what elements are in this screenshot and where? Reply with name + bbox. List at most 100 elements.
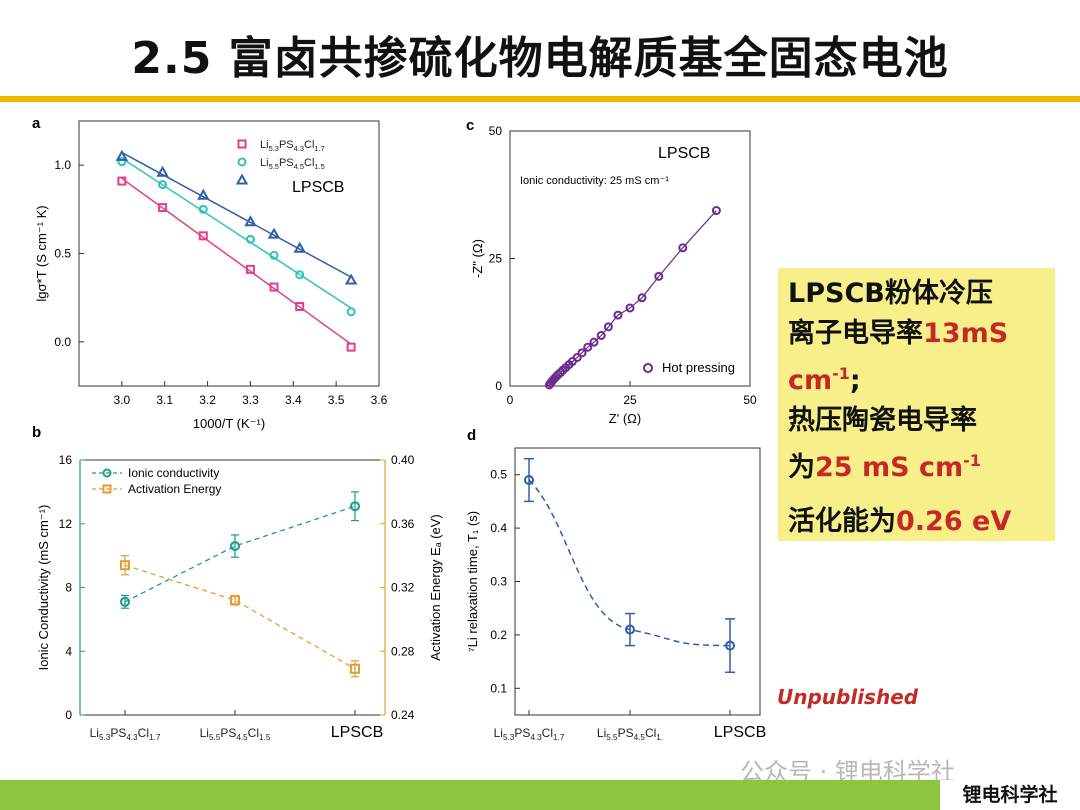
- x-tick-label-part: PS: [618, 726, 634, 740]
- data-point: [637, 293, 647, 303]
- y-right-tick-label: 0.40: [391, 453, 415, 467]
- data-point: [725, 640, 735, 651]
- annotation-conductivity: Ionic conductivity: 25 mS cm⁻¹: [520, 175, 669, 187]
- plot-frame: [514, 447, 761, 716]
- legend-label-part: Li: [260, 157, 269, 169]
- legend-label-part: Cl: [304, 157, 314, 169]
- x-tick-label: 3.4: [285, 393, 302, 407]
- x-tick-label: Li5.3PS4.3Cl1.7: [494, 726, 565, 742]
- data-point: [156, 165, 169, 177]
- legend-label: Li5.3PS4.3Cl1.7: [260, 139, 325, 153]
- data-point: [269, 250, 279, 260]
- y-tick-label: 0.3: [490, 575, 507, 589]
- y-right-tick-label: 0.32: [391, 581, 415, 595]
- legend-label-part: PS: [279, 139, 294, 151]
- x-tick-label: 3.2: [199, 393, 216, 407]
- data-point: [625, 303, 635, 313]
- y-tick-label: 1.0: [54, 158, 71, 172]
- data-point: [350, 663, 360, 674]
- x-tick-label-part: 1.5: [259, 733, 271, 742]
- legend-label-part: Li: [260, 139, 269, 151]
- x-tick-label-part: Cl: [248, 726, 259, 740]
- data-point: [120, 596, 130, 607]
- x-tick-label: 3.1: [156, 393, 173, 407]
- y-tick-label: 0: [495, 379, 502, 393]
- y-tick-label: 16: [59, 453, 73, 467]
- footer-bar: [0, 780, 940, 810]
- data-point: [198, 204, 208, 214]
- x-tick-label: 0: [507, 393, 514, 407]
- y-tick-label: 0.5: [490, 468, 507, 482]
- legend-label: Li5.5PS4.5Cl1.5: [260, 157, 325, 171]
- y-tick-label: 0: [65, 708, 72, 722]
- data-point: [267, 227, 281, 239]
- series-line: [124, 564, 356, 670]
- data-point: [269, 282, 279, 292]
- data-point: [198, 231, 208, 241]
- data-point: [577, 348, 587, 358]
- chart-panel-b: b 0 4 8 12 16 0.24 0.28 0.32 0.36 0.40 Li5.3PS4.3Cl…: [30, 424, 450, 755]
- x-tick-label: 3.6: [371, 393, 388, 407]
- callout-text: 离子电导率: [788, 318, 923, 349]
- data-point: [158, 203, 168, 213]
- series-line: [528, 479, 731, 647]
- fit-line: [121, 151, 352, 278]
- x-tick-label: Li5.5PS4.5Cl1.: [597, 726, 663, 742]
- legend-marker: [237, 139, 247, 149]
- callout-line-2: 离子电导率13mS: [788, 314, 1045, 354]
- x-tick-label: 3.5: [328, 393, 345, 407]
- x-tick-label-part: PS: [514, 726, 530, 740]
- y-axis-label: lgσ*T (S cm⁻¹ K): [34, 205, 49, 301]
- x-tick-label-part: Cl: [645, 726, 656, 740]
- y-tick-label: 0.5: [54, 247, 71, 261]
- legend-label-part: PS: [279, 157, 294, 169]
- data-point: [295, 270, 305, 280]
- data-point: [295, 302, 305, 311]
- x-tick-label: LPSCB: [714, 724, 766, 741]
- data-point: [344, 273, 358, 285]
- callout-highlight: 25 mS cm: [815, 452, 964, 483]
- callout-text: 活化能为: [788, 506, 896, 537]
- x-tick-label-part: 4.5: [236, 733, 248, 742]
- annotation-lpscb: LPSCB: [658, 145, 710, 162]
- chart-a-svg: a 3.0 3.1 3.2 3.3 3.4 3.5 3.6 0.0 0.5 1.0 1000/T (K…: [32, 115, 388, 431]
- x-tick-label-part: 1.7: [553, 733, 565, 742]
- callout-text: 热压陶瓷电导率: [788, 405, 977, 436]
- x-tick-label-part: Cl: [138, 726, 149, 740]
- callout-line-4: 热压陶瓷电导率: [788, 401, 1045, 441]
- x-tick-label: LPSCB: [331, 724, 383, 741]
- chart-c-svg: c 0 25 50 0 25 50 Z' (Ω) -Z" (Ω) LPSCB Ionic condu…: [466, 117, 757, 426]
- data-point: [115, 149, 129, 161]
- y-axis-label: ⁷Li relaxation time, T₁ (s): [465, 511, 480, 652]
- callout-line-5: 为25 mS cm-1: [788, 441, 1045, 488]
- y-tick-label: 25: [489, 252, 503, 266]
- callout-highlight-sup: -1: [832, 364, 850, 383]
- x-tick-label-part: Li: [494, 726, 503, 740]
- x-tick-label: 3.3: [242, 393, 259, 407]
- plot-frame: [509, 130, 751, 387]
- series-line: [124, 505, 356, 603]
- legend-label-part: 1.7: [314, 144, 324, 153]
- data-point: [625, 624, 635, 635]
- y-right-tick-label: 0.24: [391, 708, 415, 722]
- x-tick-label-part: 5.3: [99, 733, 111, 742]
- x-tick-label-part: 4.3: [126, 733, 138, 742]
- title-accent-bar: [0, 96, 1080, 102]
- slide-title: 2.5 富卤共掺硫化物电解质基全固态电池: [131, 33, 949, 84]
- panel-letter-d: d: [467, 427, 476, 444]
- chart-panel-d: d 0.1 0.2 0.3 0.4 0.5 Li5.3PS4.3Cl1.7 Li5.5PS4.…: [455, 425, 775, 755]
- y-tick-label: 0.0: [54, 335, 71, 349]
- unpublished-label: Unpublished: [777, 685, 919, 709]
- data-point: [346, 342, 356, 352]
- y-tick-label: 4: [65, 644, 72, 658]
- legend-marker: [643, 363, 653, 373]
- data-point: [117, 176, 127, 186]
- data-point: [245, 234, 255, 244]
- x-tick-label-part: 5.3: [503, 733, 515, 742]
- y-right-tick-label: 0.36: [391, 517, 415, 531]
- callout-highlight-sup: -1: [963, 451, 981, 470]
- x-tick-label: Li5.5PS4.5Cl1.5: [200, 726, 271, 742]
- x-tick-label-part: 4.3: [530, 733, 542, 742]
- y-tick-label: 0.1: [490, 681, 507, 695]
